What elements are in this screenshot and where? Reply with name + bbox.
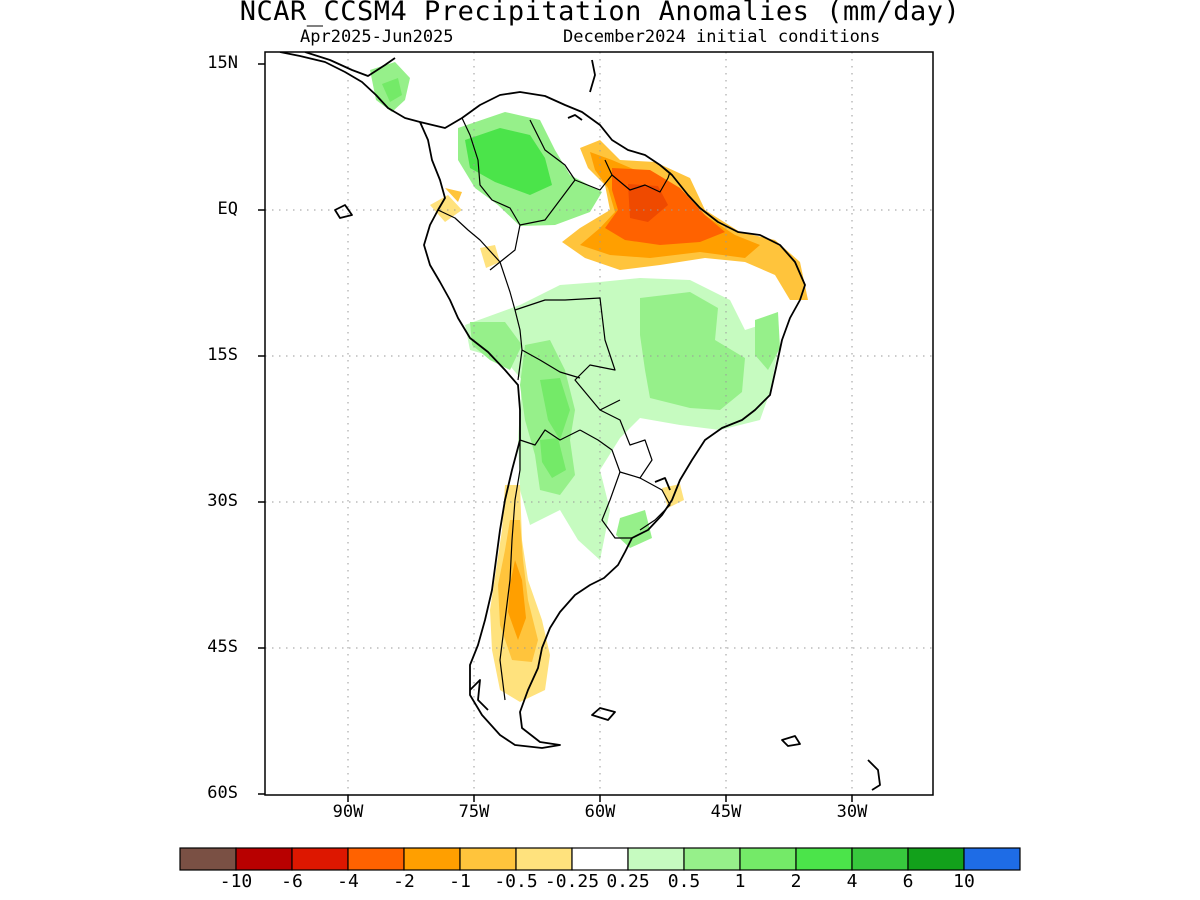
colorbar-swatch	[347, 847, 405, 871]
lat-label-45s: 45S	[207, 637, 238, 657]
coastlines	[279, 52, 881, 791]
lon-label-45w: 45W	[710, 802, 742, 822]
colorbar-label: -0.5	[494, 871, 538, 892]
lat-label-15n: 15N	[207, 53, 238, 73]
forecast-period: Apr2025-Jun2025	[300, 27, 454, 47]
colorbar-label: 4	[846, 871, 858, 892]
colorbar-label: 2	[790, 871, 802, 892]
lon-label-60w: 60W	[584, 802, 616, 822]
lon-label-75w: 75W	[458, 802, 490, 822]
lon-label-30w: 30W	[836, 802, 868, 822]
map-title: NCAR_CCSM4 Precipitation Anomalies (mm/d…	[239, 0, 961, 27]
colorbar-swatch	[459, 847, 517, 871]
initial-conditions: December2024 initial conditions	[563, 27, 881, 47]
colorbar-label: -1	[449, 871, 471, 892]
colorbar-label: -6	[281, 871, 303, 892]
lon-label-90w: 90W	[332, 802, 364, 822]
colorbar-swatch	[291, 847, 349, 871]
colorbar-swatch	[235, 847, 293, 871]
colorbar-swatch	[683, 847, 741, 871]
anomaly-shading	[370, 62, 808, 702]
colorbar-label: 6	[902, 871, 914, 892]
south-america-outline	[419, 91, 806, 749]
colorbar-label: -10	[219, 871, 253, 892]
colorbar	[179, 847, 1021, 871]
colorbar-swatch	[795, 847, 853, 871]
country-borders	[437, 117, 671, 701]
grid-lines	[265, 52, 933, 795]
colorbar-swatch	[851, 847, 909, 871]
colorbar-swatch	[179, 847, 237, 871]
axis-ticks	[258, 63, 853, 802]
lat-label-30s: 30S	[207, 491, 238, 511]
colorbar-swatch	[403, 847, 461, 871]
colorbar-swatch	[907, 847, 965, 871]
colorbar-label: -0.25	[544, 871, 600, 892]
colorbar-swatch	[627, 847, 685, 871]
colorbar-swatch	[739, 847, 797, 871]
colorbar-label: 10	[953, 871, 975, 892]
central-america	[279, 52, 421, 123]
colorbar-swatch	[571, 847, 629, 871]
colorbar-label: 0.5	[667, 871, 701, 892]
colorbar-label: -2	[393, 871, 415, 892]
plot-frame	[264, 51, 934, 796]
lat-label-60s: 60S	[207, 783, 238, 803]
lat-label-eq: EQ	[217, 199, 238, 219]
lat-label-15s: 15S	[207, 345, 238, 365]
colorbar-label: -4	[337, 871, 359, 892]
colorbar-swatch	[515, 847, 573, 871]
colorbar-label: 1	[734, 871, 746, 892]
colorbar-swatch	[963, 847, 1021, 871]
colorbar-label: 0.25	[606, 871, 650, 892]
